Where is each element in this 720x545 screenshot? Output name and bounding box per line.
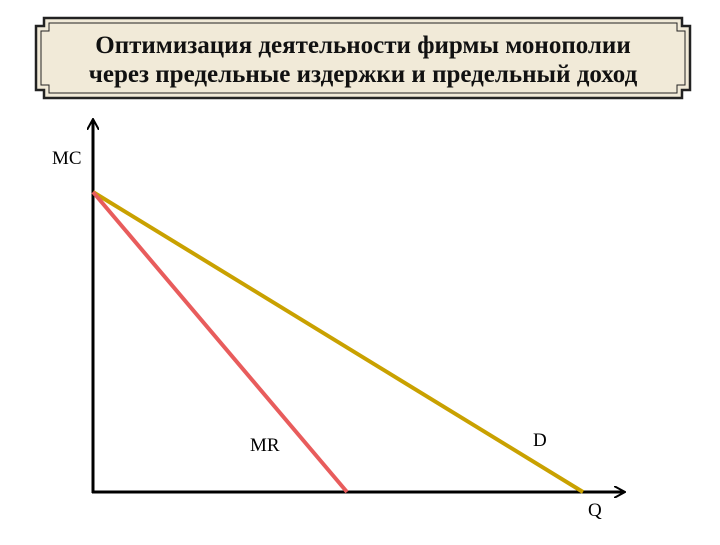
title-line: Оптимизация деятельности фирмы монополии <box>95 32 630 59</box>
x-axis-label: Q <box>588 500 602 521</box>
curve-label: D <box>533 430 547 451</box>
demand-line <box>91 190 585 494</box>
curve-label: MR <box>250 435 280 456</box>
title-frame <box>34 16 692 100</box>
mr-line <box>91 190 349 494</box>
y-axis-label: MC <box>52 148 82 169</box>
title-line: через предельные издержки и предельный д… <box>89 61 638 88</box>
